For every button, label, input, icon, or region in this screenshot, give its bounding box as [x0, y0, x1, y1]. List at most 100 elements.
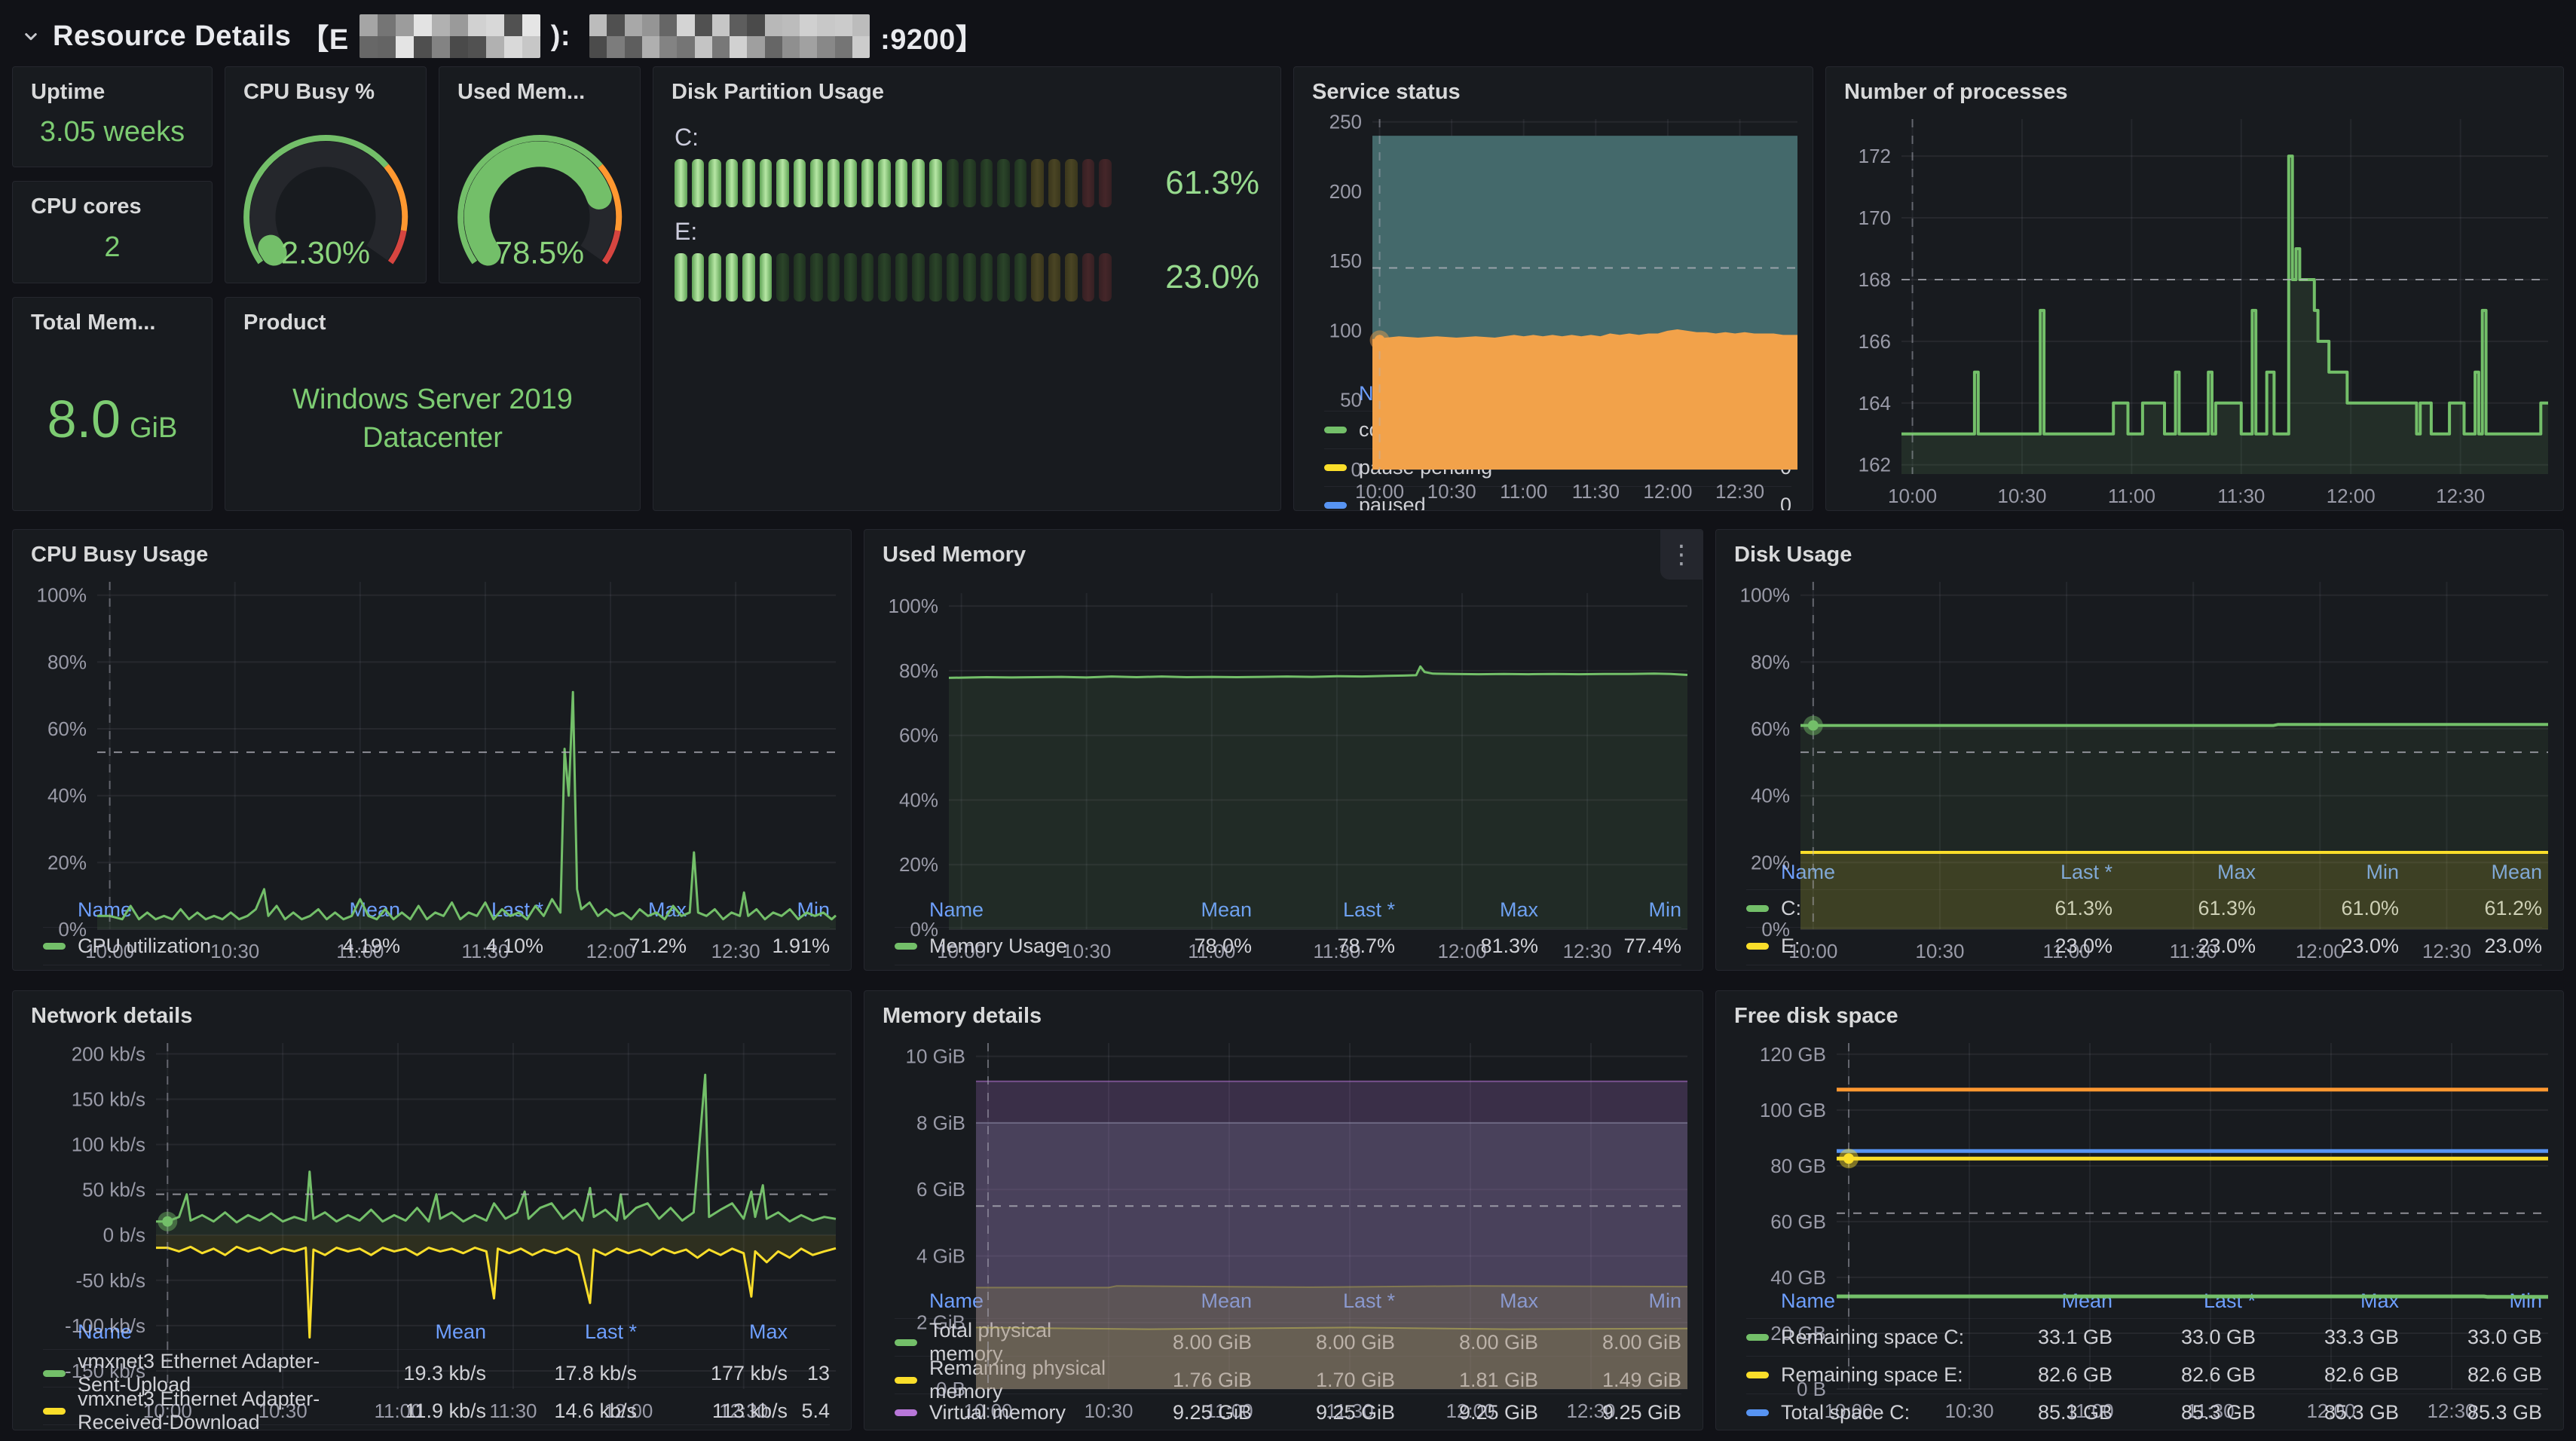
panel-title-disk-usage[interactable]: Disk Usage	[1734, 543, 1852, 567]
legend-col-header[interactable]: Mean	[2399, 861, 2542, 884]
row-title[interactable]: Resource Details	[53, 20, 292, 52]
legend-series-name[interactable]: Remaining space E:	[1746, 1363, 1969, 1387]
processes-chart[interactable]: 162 164 166 168 170 172 10:00 10:30 11:00 11:30 12…	[1826, 109, 2563, 510]
legend-col-header[interactable]: Name	[929, 1289, 984, 1312]
svg-text:11:00: 11:00	[2108, 485, 2155, 507]
panel-menu-icon[interactable]: ⋮	[1660, 530, 1703, 580]
legend-col-header[interactable]: Max	[1395, 898, 1538, 922]
legend-series-name[interactable]: C:	[1746, 897, 1969, 920]
legend-series-name[interactable]: Virtual memory	[895, 1401, 1109, 1424]
legend-col-header[interactable]: Max	[748, 1320, 788, 1343]
chevron-down-icon[interactable]	[20, 25, 42, 47]
svg-text:150: 150	[1329, 249, 1362, 272]
panel-title-processes[interactable]: Number of processes	[1844, 80, 2068, 104]
legend-series-name[interactable]: vmxnet3 Ethernet Adapter-Sent-Upload	[43, 1350, 335, 1397]
panel-title-memory-details[interactable]: Memory details	[883, 1004, 1042, 1028]
svg-text:20 GB: 20 GB	[1770, 1322, 1826, 1345]
legend-col-header[interactable]: Last *	[491, 898, 543, 921]
svg-text:12:30: 12:30	[2427, 1400, 2476, 1422]
service-status-chart[interactable]: 0 50 100 150 200 250 10:00 10:30 11:00 11:30 12:00…	[1294, 109, 1813, 503]
legend-col-header[interactable]: Mean	[1109, 898, 1252, 922]
legend-col-header[interactable]: Max	[2113, 861, 2256, 884]
legend-col-header[interactable]: Last *	[1252, 1290, 1395, 1313]
panel-title-cpu-cores[interactable]: CPU cores	[31, 194, 142, 219]
cpu-busy-usage-chart[interactable]: 0% 20% 40% 60% 80% 100% 10:00 10:30 11:00 11:30 12…	[13, 571, 851, 962]
legend-col-header[interactable]: Mean	[435, 1320, 486, 1343]
legend-value: 77.4%	[1623, 935, 1681, 957]
svg-text:12:30: 12:30	[1563, 940, 1612, 962]
free-disk-space-chart[interactable]: 0 B 20 GB 40 GB 60 GB 80 GB 100 GB 120 GB 10:00…	[1716, 1033, 2563, 1422]
panel-title-network-details[interactable]: Network details	[31, 1004, 193, 1028]
svg-text:-100 kb/s: -100 kb/s	[65, 1314, 145, 1337]
svg-text:12:00: 12:00	[1446, 1400, 1495, 1422]
svg-text:80%: 80%	[899, 659, 938, 682]
svg-text:166: 166	[1859, 330, 1891, 353]
legend-row: Memory Usage 78.0% 78.7% 81.3% 77.4%	[895, 927, 1681, 965]
legend-col-header[interactable]: Name	[78, 1320, 133, 1343]
legend-series-name[interactable]: Remaining physical memory	[895, 1357, 1109, 1403]
svg-text:-150 kb/s: -150 kb/s	[65, 1360, 145, 1382]
panel-title-disk-partition[interactable]: Disk Partition Usage	[672, 80, 885, 104]
panel-title-used-memory[interactable]: Used Memory	[883, 543, 1026, 567]
legend-series-name[interactable]: Total physical memory	[895, 1319, 1109, 1366]
svg-text:10:00: 10:00	[143, 1400, 192, 1422]
svg-text:11:00: 11:00	[2066, 1400, 2113, 1422]
legend-col-header[interactable]: Mean	[1109, 1290, 1252, 1313]
legend-col-header[interactable]: Last *	[1252, 898, 1395, 922]
legend-series-name[interactable]: paused	[1324, 494, 1671, 510]
legend-col-header[interactable]: Name	[1781, 1289, 1836, 1312]
legend-series-name[interactable]: Memory Usage	[895, 935, 1109, 958]
used-memory-chart[interactable]: 0% 20% 40% 60% 80% 100% 10:00 10:30 11:00 11:30 12…	[864, 583, 1703, 962]
legend-col-header[interactable]: Min	[1538, 1290, 1681, 1313]
legend-series-name[interactable]: CPU utilization	[43, 935, 257, 958]
panel-title-used-mem[interactable]: Used Mem...	[457, 80, 586, 104]
legend-col-header[interactable]: Name	[895, 898, 1109, 922]
legend-col-header[interactable]: Min	[1538, 898, 1681, 922]
svg-text:0 B: 0 B	[1797, 1378, 1826, 1400]
panel-title-product[interactable]: Product	[243, 311, 326, 335]
legend-col-header[interactable]: Last *	[584, 1320, 637, 1343]
svg-text:40%: 40%	[47, 784, 87, 806]
dashboard-row-header[interactable]: Resource Details 【E ): :9200】	[20, 12, 984, 60]
memory-details-chart[interactable]: 0 B 2 GiB 4 GiB 6 GiB 8 GiB 10 GiB 10:00 10:30 1…	[864, 1033, 1703, 1422]
svg-text:10:30: 10:30	[210, 940, 259, 962]
legend-series-name[interactable]: Total space C:	[1746, 1401, 1969, 1424]
legend-series-name[interactable]: Remaining space C:	[1746, 1326, 1969, 1349]
legend-col-header[interactable]: Max	[1395, 1290, 1538, 1313]
svg-text:12:30: 12:30	[1566, 1400, 1615, 1422]
svg-text:10:30: 10:30	[1944, 1400, 1993, 1422]
disk-partition-bar-e	[675, 252, 1112, 301]
legend-value: 85.3 GB	[2467, 1401, 2542, 1424]
legend-value: 14.6 kb/s	[554, 1399, 637, 1422]
svg-text:-50 kb/s: -50 kb/s	[76, 1269, 146, 1292]
legend-col-header[interactable]: Mean	[2061, 1289, 2113, 1312]
legend-value: 78.7%	[1337, 935, 1395, 957]
legend-col-header[interactable]: Name	[1746, 861, 1969, 884]
legend-value: 4.10%	[485, 935, 543, 957]
redacted-host-name	[589, 14, 870, 58]
legend-col-header[interactable]: Last *	[1969, 861, 2113, 884]
panel-title-total-mem[interactable]: Total Mem...	[31, 311, 156, 335]
svg-text:60%: 60%	[1751, 717, 1790, 740]
legend-value: 5.4	[801, 1399, 830, 1422]
legend-row: Remaining space E: 82.6 GB 82.6 GB 82.6 GB 8…	[1746, 1356, 2542, 1394]
legend-col-header[interactable]: Min	[2256, 861, 2399, 884]
panel-title-cpu-busy[interactable]: CPU Busy %	[243, 80, 375, 104]
disk-usage-chart[interactable]: 0% 20% 40% 60% 80% 100% 10:00 10:30 11:00 11:30 12…	[1716, 571, 2563, 962]
panel-title-uptime[interactable]: Uptime	[31, 80, 106, 104]
panel-title-free-disk-space[interactable]: Free disk space	[1734, 1004, 1898, 1028]
panel-title-cpu-busy-usage[interactable]: CPU Busy Usage	[31, 543, 209, 567]
legend-value: 82.6 GB	[2467, 1363, 2542, 1386]
svg-text:100 kb/s: 100 kb/s	[72, 1133, 145, 1155]
svg-text:60%: 60%	[47, 717, 87, 740]
legend-col-header[interactable]: Min	[2509, 1289, 2542, 1312]
legend-col-header[interactable]: Max	[2360, 1289, 2399, 1312]
legend-col-header[interactable]: Last *	[2203, 1289, 2256, 1312]
legend-series-name[interactable]: E:	[1746, 935, 1969, 958]
network-details-chart[interactable]: 200 kb/s 150 kb/s 100 kb/s 50 kb/s 0 b/s -50 …	[13, 1033, 851, 1422]
panel-cpu-cores: CPU cores 2	[12, 181, 213, 283]
legend-series-name[interactable]: vmxnet3 Ethernet Adapter-Received-Downlo…	[43, 1387, 335, 1430]
svg-text:80 GB: 80 GB	[1770, 1155, 1826, 1177]
panel-title-service-status[interactable]: Service status	[1312, 80, 1461, 104]
